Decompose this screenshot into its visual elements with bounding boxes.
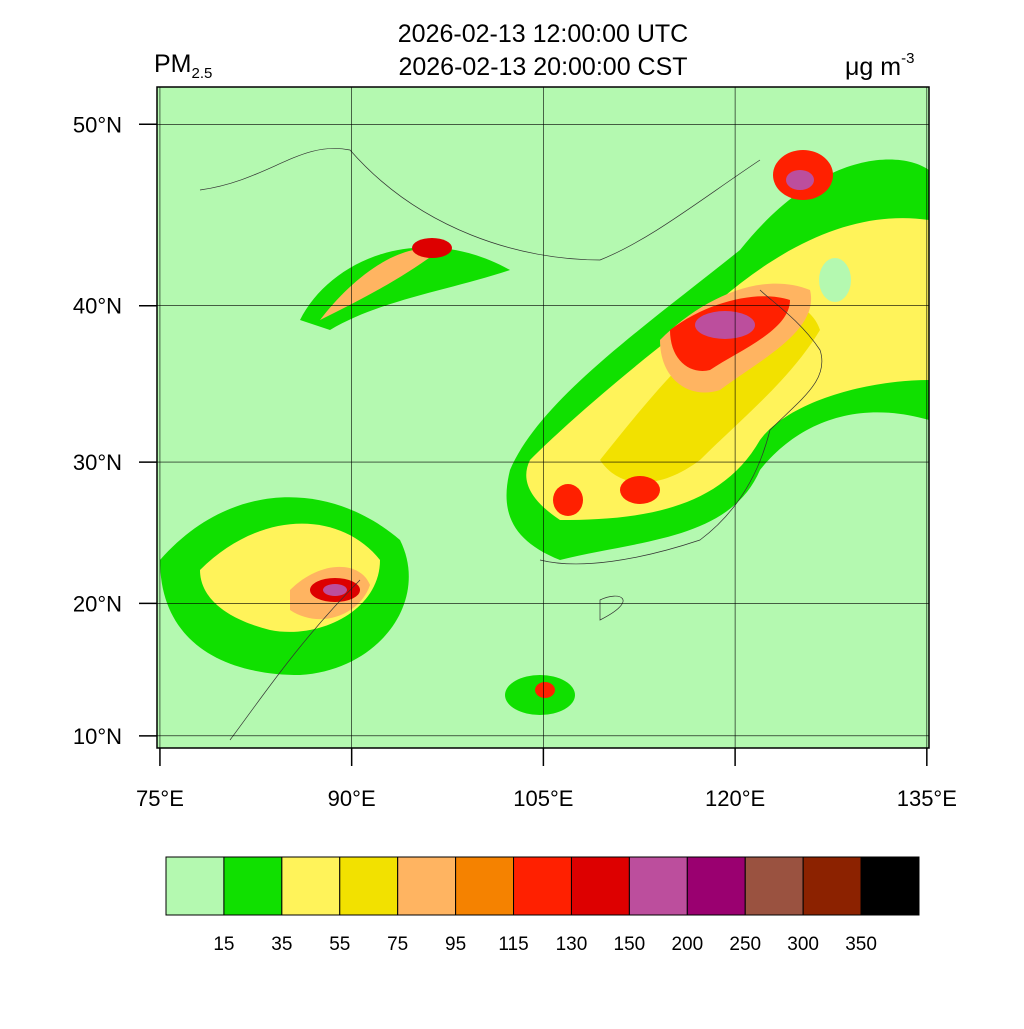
colorbar-label: 55 [329, 934, 350, 955]
colorbar-box [513, 856, 572, 916]
colorbar-label: 130 [556, 934, 588, 955]
colorbar-label: 15 [213, 934, 234, 955]
variable: PM [154, 50, 192, 78]
units: μg m [845, 53, 901, 81]
colorbar-box [744, 856, 804, 916]
lat-tick-label: 20°N [73, 591, 122, 616]
colorbar-label: 350 [845, 934, 877, 955]
colorbar-box [281, 856, 341, 916]
colorbar-box [570, 856, 630, 916]
lon-tick-label: 90°E [328, 786, 376, 811]
lon-tick-label: 135°E [897, 786, 957, 811]
variable-sub: 2.5 [192, 65, 213, 82]
colorbar-label: 150 [614, 934, 646, 955]
colorbar-label: 75 [387, 934, 408, 955]
pollution-field [160, 148, 929, 741]
title-utc: 2026-02-13 12:00:00 UTC [398, 20, 688, 48]
colorbar-box [686, 856, 746, 916]
colorbar-box [223, 856, 283, 916]
lon-tick-label: 105°E [513, 786, 573, 811]
lat-tick-label: 10°N [73, 724, 122, 749]
colorbar-label: 250 [729, 934, 761, 955]
units-sup: -3 [901, 50, 914, 67]
title-cst: 2026-02-13 20:00:00 CST [398, 53, 687, 81]
lat-tick-label: 30°N [73, 450, 122, 475]
colorbar-label: 35 [271, 934, 292, 955]
colorbar-box [628, 856, 688, 916]
units-label: μg m-3 [845, 50, 914, 81]
lat-tick-label: 40°N [73, 294, 122, 319]
colorbar-box [455, 856, 515, 916]
lon-tick-label: 75°E [136, 786, 184, 811]
colorbar-box [165, 856, 225, 916]
colorbar-label: 300 [787, 934, 819, 955]
colorbar-label: 115 [498, 934, 528, 955]
colorbar-label: 200 [671, 934, 703, 955]
lat-tick-label: 50°N [73, 112, 122, 137]
colorbar-box [802, 856, 862, 916]
colorbar-label: 95 [445, 934, 466, 955]
colorbar-box [397, 856, 457, 916]
colorbar-box [860, 856, 920, 916]
colorbar-box [339, 856, 399, 916]
lon-tick-label: 120°E [705, 786, 765, 811]
variable-label: PM2.5 [154, 50, 212, 82]
